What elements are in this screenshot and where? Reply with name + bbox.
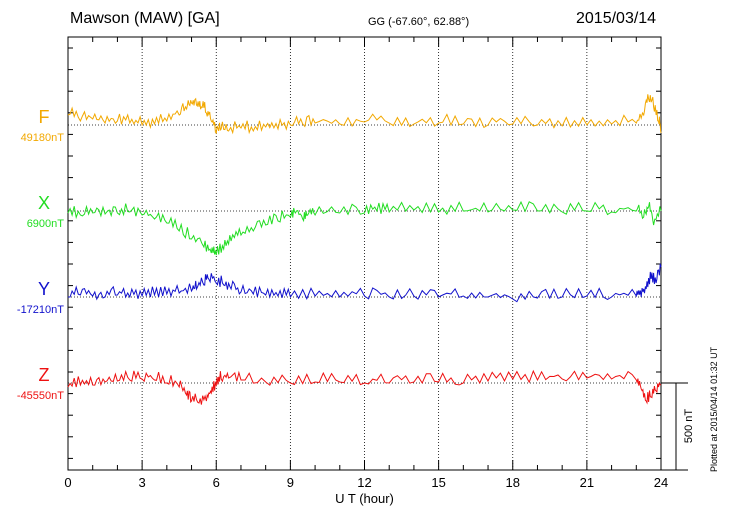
trace-f — [67, 94, 662, 135]
trace-z — [67, 369, 662, 405]
x-tick-label: 18 — [506, 475, 520, 490]
chart-date: 2015/03/14 — [576, 10, 657, 27]
x-axis-label: U T (hour) — [335, 491, 394, 506]
x-tick-label: 0 — [64, 475, 71, 490]
series-baseline-f: 49180nT — [21, 132, 65, 144]
series-name-y: Y — [38, 279, 50, 299]
series-name-f: F — [39, 107, 50, 127]
x-tick-label: 3 — [139, 475, 146, 490]
x-tick-label: 15 — [431, 475, 445, 490]
series-baseline-x: 6900nT — [27, 218, 65, 230]
x-tick-label: 21 — [580, 475, 594, 490]
trace-x — [67, 200, 662, 256]
x-tick-label: 6 — [213, 475, 220, 490]
series-baseline-y: -17210nT — [17, 304, 64, 316]
station-coordinates: GG (-67.60°, 62.88°) — [368, 16, 470, 28]
station-title: Mawson (MAW) [GA] — [70, 10, 220, 27]
series-name-z: Z — [39, 365, 50, 385]
series-baseline-z: -45550nT — [17, 390, 64, 402]
trace-y — [68, 263, 662, 303]
scale-bar-label: 500 nT — [683, 409, 695, 444]
x-tick-label: 9 — [287, 475, 294, 490]
series-name-x: X — [38, 193, 50, 213]
x-tick-label: 12 — [357, 475, 371, 490]
x-tick-label: 24 — [654, 475, 668, 490]
